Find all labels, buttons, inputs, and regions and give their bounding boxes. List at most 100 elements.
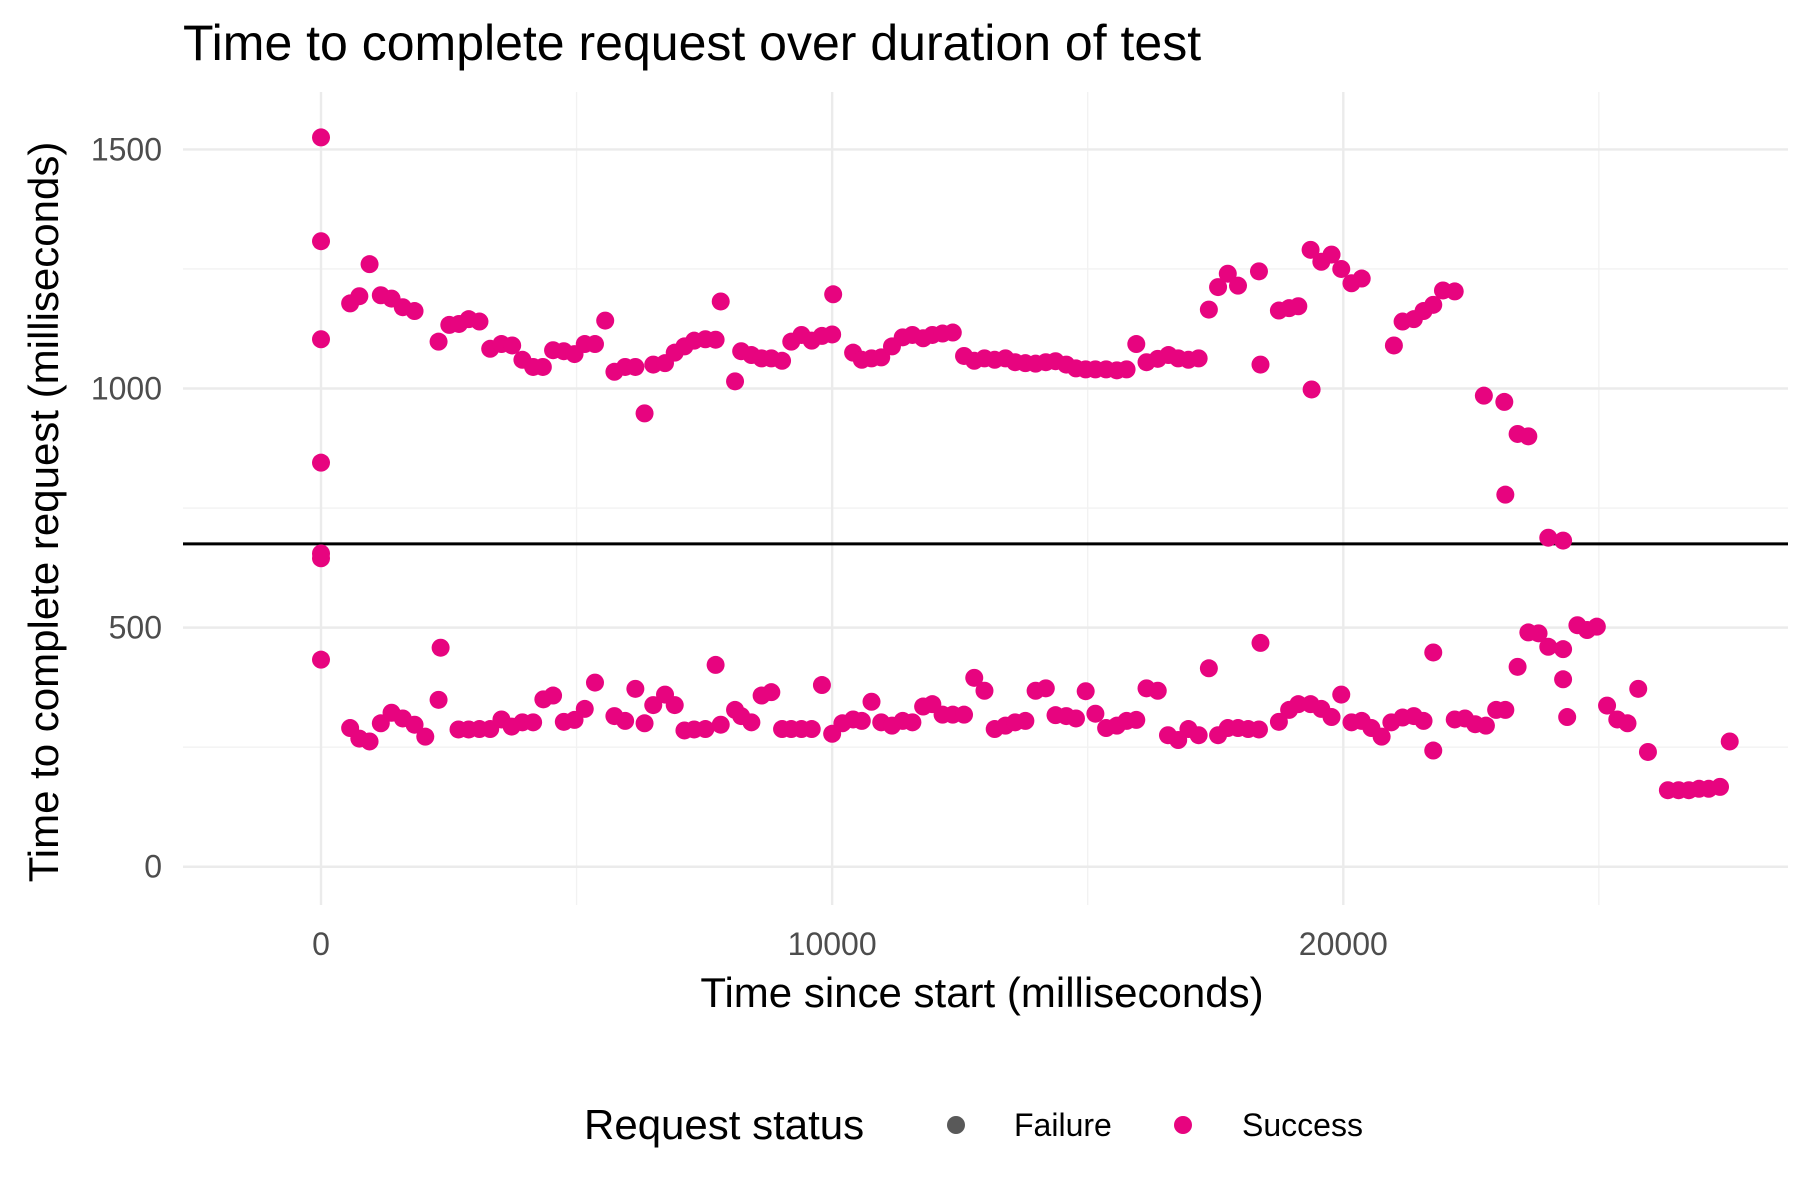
data-point-success <box>1539 637 1558 656</box>
data-point-success <box>1496 485 1515 504</box>
x-tick-label: 20000 <box>1299 926 1388 962</box>
data-point-success <box>1587 617 1606 636</box>
data-point-success <box>1618 714 1637 733</box>
data-point-success <box>1414 711 1433 730</box>
data-point-success <box>635 714 654 733</box>
data-point-success <box>1495 392 1514 411</box>
data-point-success <box>711 292 730 311</box>
data-point-success <box>1127 335 1146 354</box>
data-point-success <box>575 699 594 718</box>
grid <box>183 92 1788 905</box>
legend-label-success: Success <box>1242 1107 1363 1143</box>
data-point-success <box>1269 712 1288 731</box>
data-point-success <box>360 732 379 751</box>
data-point-success <box>429 690 448 709</box>
data-point-success <box>1476 716 1495 735</box>
data-point-success <box>470 312 489 331</box>
data-point-success <box>1218 264 1237 283</box>
data-point-success <box>1229 276 1248 295</box>
data-point-success <box>1554 640 1573 659</box>
data-point-success <box>312 330 331 349</box>
data-points <box>312 128 1739 800</box>
data-point-success <box>544 686 563 705</box>
data-point-success <box>665 696 684 715</box>
data-point-success <box>742 713 761 732</box>
data-point-success <box>616 711 635 730</box>
data-point-success <box>405 715 424 734</box>
y-tick-label: 0 <box>144 849 162 885</box>
data-point-success <box>1117 360 1136 379</box>
y-axis-title: Time to complete request (milliseconds) <box>20 142 67 883</box>
data-point-success <box>1638 742 1657 761</box>
data-point-success <box>852 711 871 730</box>
data-point-success <box>312 549 331 568</box>
data-point-success <box>1066 709 1085 728</box>
data-point-success <box>585 673 604 692</box>
data-point-success <box>1629 679 1648 698</box>
data-point-success <box>1189 726 1208 745</box>
data-point-success <box>824 285 843 304</box>
data-point-success <box>1189 349 1208 368</box>
data-point-success <box>1539 528 1558 547</box>
data-point-success <box>1249 262 1268 281</box>
data-point-success <box>975 681 994 700</box>
chart-title: Time to complete request over duration o… <box>183 15 1201 71</box>
legend-label-failure: Failure <box>1014 1107 1112 1143</box>
data-point-success <box>1016 711 1035 730</box>
data-point-success <box>1352 269 1371 288</box>
data-point-success <box>872 348 891 367</box>
data-point-success <box>711 715 730 734</box>
data-point-success <box>1424 295 1443 314</box>
data-point-success <box>1496 700 1515 719</box>
legend-marker-success <box>1174 1116 1192 1134</box>
y-axis-ticks: 0 500 1000 1500 <box>91 131 162 884</box>
data-point-success <box>1199 300 1218 319</box>
data-point-success <box>312 128 331 147</box>
data-point-success <box>706 655 725 674</box>
data-point-success <box>1076 682 1095 701</box>
data-point-success <box>1384 336 1403 355</box>
data-point-success <box>1322 245 1341 264</box>
data-point-success <box>1301 240 1320 259</box>
data-point-success <box>1529 624 1548 643</box>
data-point-success <box>1720 732 1739 751</box>
data-point-success <box>1302 380 1321 399</box>
data-point-success <box>429 332 448 351</box>
data-point-success <box>533 357 552 376</box>
data-point-success <box>1036 679 1055 698</box>
data-point-success <box>1332 259 1351 278</box>
data-point-success <box>1519 427 1538 446</box>
data-point-success <box>943 323 962 342</box>
data-point-success <box>903 713 922 732</box>
data-point-success <box>1372 727 1391 746</box>
data-point-success <box>1127 710 1146 729</box>
data-point-success <box>1598 696 1617 715</box>
data-point-success <box>1711 777 1730 796</box>
data-point-success <box>1209 278 1228 297</box>
data-point-success <box>1086 704 1105 723</box>
data-point-success <box>644 696 663 715</box>
x-tick-label: 10000 <box>788 926 877 962</box>
data-point-success <box>312 650 331 669</box>
data-point-success <box>1558 708 1577 727</box>
data-point-success <box>812 676 831 695</box>
data-point-success <box>773 351 792 370</box>
data-point-success <box>626 679 645 698</box>
data-point-success <box>1424 741 1443 760</box>
data-point-success <box>626 357 645 376</box>
data-point-success <box>350 287 369 306</box>
data-point-success <box>416 727 435 746</box>
legend-title: Request status <box>584 1101 864 1148</box>
data-point-success <box>635 404 654 423</box>
data-point-success <box>1249 720 1268 739</box>
data-point-success <box>1251 355 1270 374</box>
data-point-success <box>1251 633 1270 652</box>
data-point-success <box>585 335 604 354</box>
x-axis-ticks: 0 10000 20000 <box>312 926 1388 962</box>
data-point-success <box>1289 297 1308 316</box>
data-point-success <box>431 638 450 657</box>
data-point-success <box>1199 659 1218 678</box>
data-point-success <box>1474 386 1493 405</box>
